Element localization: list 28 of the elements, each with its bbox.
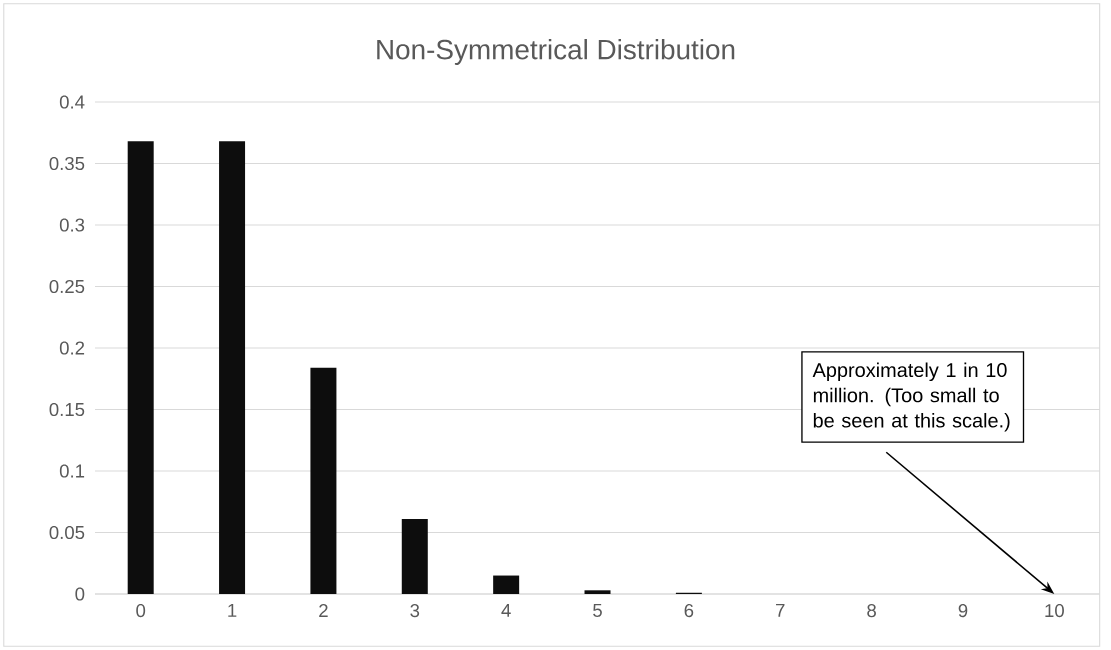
x-tick-label: 5 (593, 604, 602, 617)
y-tick-label: 0.4 (59, 95, 85, 109)
y-tick-label: 0.25 (49, 279, 85, 294)
annotation: Approximately 1 in 10 million. (Too small to be seen at this scale.) (812, 362, 1010, 432)
chart-title: Non-Symmetrical Distribution (377, 39, 735, 65)
bar (219, 141, 246, 594)
bar (401, 518, 428, 594)
y-tick-label: 0.35 (49, 156, 85, 171)
bar (310, 367, 337, 594)
x-tick-label: 6 (684, 603, 694, 618)
x-tick-label: 8 (867, 603, 876, 618)
x-tick-label: 0 (136, 603, 146, 618)
bar (493, 575, 520, 594)
y-tick-label: 0.15 (49, 402, 85, 417)
x-tick-label: 4 (501, 604, 511, 617)
x-tick-label: 7 (776, 604, 785, 617)
bar (127, 141, 154, 594)
y-tick-label: 0.05 (49, 525, 85, 540)
y-tick-label: 0 (75, 587, 85, 601)
y-tick-label: 0.1 (59, 464, 85, 478)
y-tick-label: 0.2 (59, 341, 85, 355)
bar (584, 590, 611, 594)
x-tick-label: 3 (410, 603, 420, 618)
x-tick-label: 10 (1045, 603, 1064, 618)
x-tick-label: 9 (958, 603, 968, 618)
y-tick-label: 0.3 (59, 218, 85, 232)
x-tick-label: 1 (228, 604, 237, 617)
x-tick-label: 2 (319, 603, 328, 617)
